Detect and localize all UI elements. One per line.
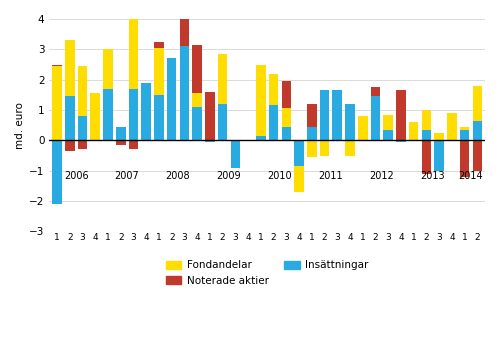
Bar: [192, 93, 202, 107]
Bar: [422, 140, 431, 174]
Bar: [142, 83, 151, 140]
Bar: [320, 90, 330, 140]
Bar: [472, 121, 482, 140]
Legend: Fondandelar, Noterade aktier, Insättningar: Fondandelar, Noterade aktier, Insättning…: [162, 256, 372, 290]
Bar: [396, 90, 406, 140]
Bar: [167, 58, 176, 140]
Bar: [154, 48, 164, 95]
Text: 2010: 2010: [268, 171, 292, 181]
Text: 2014: 2014: [458, 171, 483, 181]
Y-axis label: md. euro: md. euro: [15, 102, 25, 149]
Text: 2012: 2012: [370, 171, 394, 181]
Bar: [294, 140, 304, 166]
Bar: [65, 140, 74, 151]
Text: 2007: 2007: [114, 171, 140, 181]
Bar: [345, 104, 355, 140]
Text: 2009: 2009: [216, 171, 242, 181]
Bar: [103, 49, 113, 89]
Bar: [128, 89, 138, 140]
Bar: [447, 113, 456, 140]
Bar: [384, 114, 393, 130]
Bar: [472, 140, 482, 171]
Bar: [154, 42, 164, 48]
Bar: [116, 140, 126, 145]
Bar: [256, 64, 266, 136]
Bar: [460, 140, 469, 177]
Bar: [422, 130, 431, 140]
Bar: [282, 81, 291, 108]
Bar: [434, 133, 444, 140]
Bar: [218, 54, 228, 104]
Bar: [332, 90, 342, 140]
Bar: [409, 122, 418, 140]
Bar: [180, 0, 189, 46]
Bar: [282, 127, 291, 140]
Bar: [422, 110, 431, 130]
Bar: [434, 140, 444, 171]
Bar: [269, 74, 278, 105]
Text: 2011: 2011: [318, 171, 343, 181]
Bar: [78, 116, 88, 140]
Bar: [472, 86, 482, 121]
Bar: [256, 136, 266, 140]
Bar: [320, 140, 330, 155]
Text: 2006: 2006: [64, 171, 88, 181]
Bar: [307, 140, 316, 157]
Bar: [192, 45, 202, 93]
Bar: [307, 104, 316, 127]
Bar: [218, 104, 228, 140]
Bar: [192, 107, 202, 140]
Bar: [180, 46, 189, 140]
Bar: [78, 140, 88, 149]
Bar: [90, 93, 100, 140]
Text: 2008: 2008: [166, 171, 190, 181]
Bar: [65, 40, 74, 96]
Bar: [205, 140, 214, 142]
Bar: [78, 66, 88, 116]
Bar: [460, 130, 469, 140]
Bar: [128, 5, 138, 89]
Bar: [52, 66, 62, 140]
Bar: [128, 140, 138, 149]
Bar: [370, 87, 380, 96]
Bar: [370, 96, 380, 140]
Bar: [154, 95, 164, 140]
Bar: [103, 89, 113, 140]
Bar: [205, 92, 214, 140]
Bar: [307, 127, 316, 140]
Text: 2013: 2013: [420, 171, 445, 181]
Bar: [269, 105, 278, 140]
Bar: [345, 140, 355, 155]
Bar: [116, 127, 126, 140]
Bar: [460, 127, 469, 130]
Bar: [396, 140, 406, 142]
Bar: [52, 140, 62, 204]
Bar: [282, 108, 291, 127]
Bar: [384, 130, 393, 140]
Bar: [52, 64, 62, 66]
Bar: [294, 166, 304, 192]
Bar: [230, 140, 240, 168]
Bar: [358, 116, 368, 140]
Bar: [65, 96, 74, 140]
